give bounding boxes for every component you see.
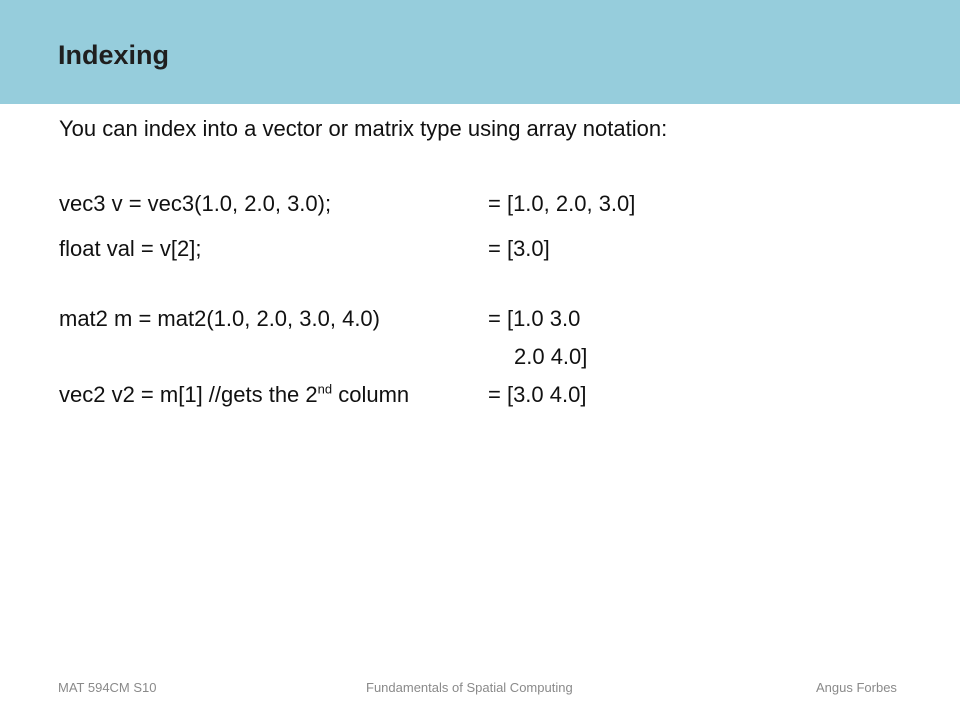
- code-line-1: vec3 v = vec3(1.0, 2.0, 3.0);: [59, 191, 332, 216]
- header-band: [0, 0, 960, 104]
- footer-course: MAT 594CM S10: [58, 680, 157, 695]
- slide-title: Indexing: [58, 40, 170, 70]
- result-line-5: = [3.0 4.0]: [488, 382, 587, 407]
- intro-text: You can index into a vector or matrix ty…: [59, 116, 668, 141]
- footer-author: Angus Forbes: [816, 680, 897, 695]
- code-line-5-prefix: vec2 v2 = m[1] //gets the 2: [59, 382, 318, 407]
- footer-title: Fundamentals of Spatial Computing: [366, 680, 573, 695]
- result-line-1: = [1.0, 2.0, 3.0]: [488, 191, 636, 216]
- code-line-2: float val = v[2];: [59, 236, 202, 261]
- code-line-5: vec2 v2 = m[1] //gets the 2nd column: [59, 382, 409, 408]
- result-line-2: = [3.0]: [488, 236, 550, 261]
- code-line-5-suffix: column: [332, 382, 410, 407]
- result-line-3: = [1.0 3.0: [488, 306, 581, 331]
- result-line-4: 2.0 4.0]: [514, 344, 588, 369]
- ordinal-superscript: nd: [317, 381, 333, 397]
- code-line-3: mat2 m = mat2(1.0, 2.0, 3.0, 4.0): [59, 306, 380, 331]
